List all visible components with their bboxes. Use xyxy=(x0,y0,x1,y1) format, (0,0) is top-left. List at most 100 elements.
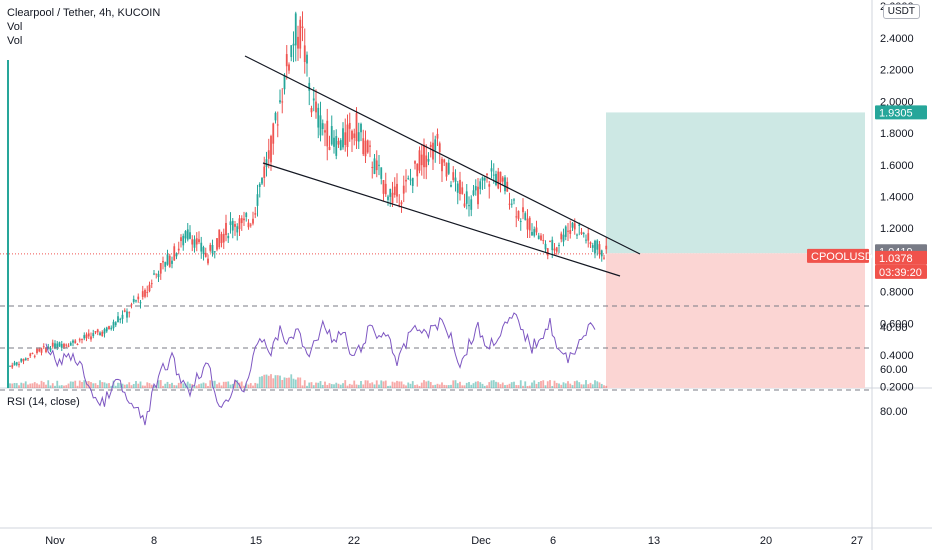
candle-body xyxy=(569,229,572,234)
candle-body xyxy=(166,254,169,265)
candle-body xyxy=(40,348,43,353)
volume-bar xyxy=(164,383,167,388)
volume-bar xyxy=(135,381,137,388)
volume-bar xyxy=(445,385,448,388)
candle-body xyxy=(580,231,583,234)
candle-body xyxy=(576,234,578,236)
rsi-tick-label: 60.00 xyxy=(880,364,908,376)
volume-bar xyxy=(504,385,506,388)
candle-body xyxy=(339,140,342,151)
candle-body xyxy=(78,339,81,341)
position-zones[interactable] xyxy=(606,112,865,388)
volume-bar xyxy=(13,383,16,388)
candle-body xyxy=(362,138,365,155)
candle-body xyxy=(384,183,387,195)
volume-bar xyxy=(198,384,200,388)
rsi-line xyxy=(45,312,596,426)
candle-body xyxy=(504,177,506,192)
price-tick-label: 1.6000 xyxy=(880,160,914,172)
volume-bar xyxy=(81,382,83,388)
rsi-tick-label: 80.00 xyxy=(880,406,908,418)
volume-bar xyxy=(144,385,146,388)
candle-body xyxy=(402,185,405,194)
volume-bar xyxy=(535,383,538,388)
candle-body xyxy=(96,329,99,333)
candle-body xyxy=(33,355,36,357)
candle-body xyxy=(141,291,144,297)
candle-body xyxy=(364,140,367,157)
last-price-badge: 1.0378 xyxy=(879,253,913,265)
candle-body xyxy=(447,162,450,174)
candle-body xyxy=(407,178,410,180)
candle-body xyxy=(159,263,162,274)
candle-body xyxy=(117,316,119,323)
candle-body xyxy=(83,335,86,339)
volume-bar xyxy=(288,377,290,388)
volume-bar xyxy=(193,385,196,388)
candle-body xyxy=(245,213,248,218)
candle-body xyxy=(94,331,97,333)
candle-body xyxy=(330,126,333,145)
volume-bar xyxy=(49,385,52,388)
candle-body xyxy=(603,257,605,259)
candle-body xyxy=(36,348,38,353)
currency-button[interactable]: USDT xyxy=(882,4,920,19)
volume-bar xyxy=(355,384,358,388)
volume-bar xyxy=(346,385,349,388)
candle-body xyxy=(375,160,378,171)
candle-body xyxy=(200,242,203,252)
volume-bar xyxy=(249,383,252,388)
volume-indicator-label[interactable]: Vol xyxy=(7,21,23,33)
volume-indicator-label-2[interactable]: Vol xyxy=(7,35,23,47)
volume-bar xyxy=(67,383,70,388)
candle-body xyxy=(243,218,245,221)
volume-bar xyxy=(312,385,315,388)
symbol-title[interactable]: Clearpool / Tether, 4h, KUCOIN xyxy=(7,7,161,19)
volume-bar xyxy=(596,381,599,388)
volume-bar xyxy=(513,381,515,388)
volume-bar xyxy=(303,380,306,388)
candle-body xyxy=(481,177,484,181)
time-tick-label: Nov xyxy=(45,535,65,547)
volume-bar xyxy=(252,385,254,388)
candle-body xyxy=(207,258,209,264)
candle-body xyxy=(119,318,122,320)
candle-body xyxy=(171,260,173,264)
candle-body xyxy=(247,222,250,228)
candle-body xyxy=(74,340,77,344)
candle-body xyxy=(414,161,416,164)
candle-body xyxy=(434,139,437,151)
volume-bar xyxy=(245,383,248,388)
candle-body xyxy=(211,245,214,254)
candle-body xyxy=(591,245,594,248)
volume-bar xyxy=(189,383,191,388)
volume-bar xyxy=(92,383,95,388)
volume-bar xyxy=(479,382,482,388)
volume-bar xyxy=(555,382,558,388)
volume-bar xyxy=(499,384,502,388)
take-profit-zone xyxy=(606,112,865,254)
candle-body xyxy=(18,364,20,366)
candle-body xyxy=(157,273,160,278)
volume-bar xyxy=(148,383,151,388)
candle-body xyxy=(425,155,428,168)
candle-body xyxy=(164,262,167,267)
candle-body xyxy=(15,362,18,365)
candle-body xyxy=(218,229,221,248)
rsi-legend[interactable]: RSI (14, close) xyxy=(7,396,80,408)
candle-body xyxy=(456,183,459,193)
trendlines[interactable] xyxy=(244,55,641,277)
volume-bar xyxy=(180,383,182,388)
volume-bar xyxy=(281,379,284,388)
candle-body xyxy=(382,180,385,194)
volume-bar xyxy=(54,385,56,388)
volume-bar xyxy=(585,380,587,388)
time-tick-label: 15 xyxy=(250,535,262,547)
candle-body xyxy=(474,186,477,191)
volume-bar xyxy=(153,385,155,388)
candle-body xyxy=(146,291,149,293)
candle-body xyxy=(202,247,205,254)
